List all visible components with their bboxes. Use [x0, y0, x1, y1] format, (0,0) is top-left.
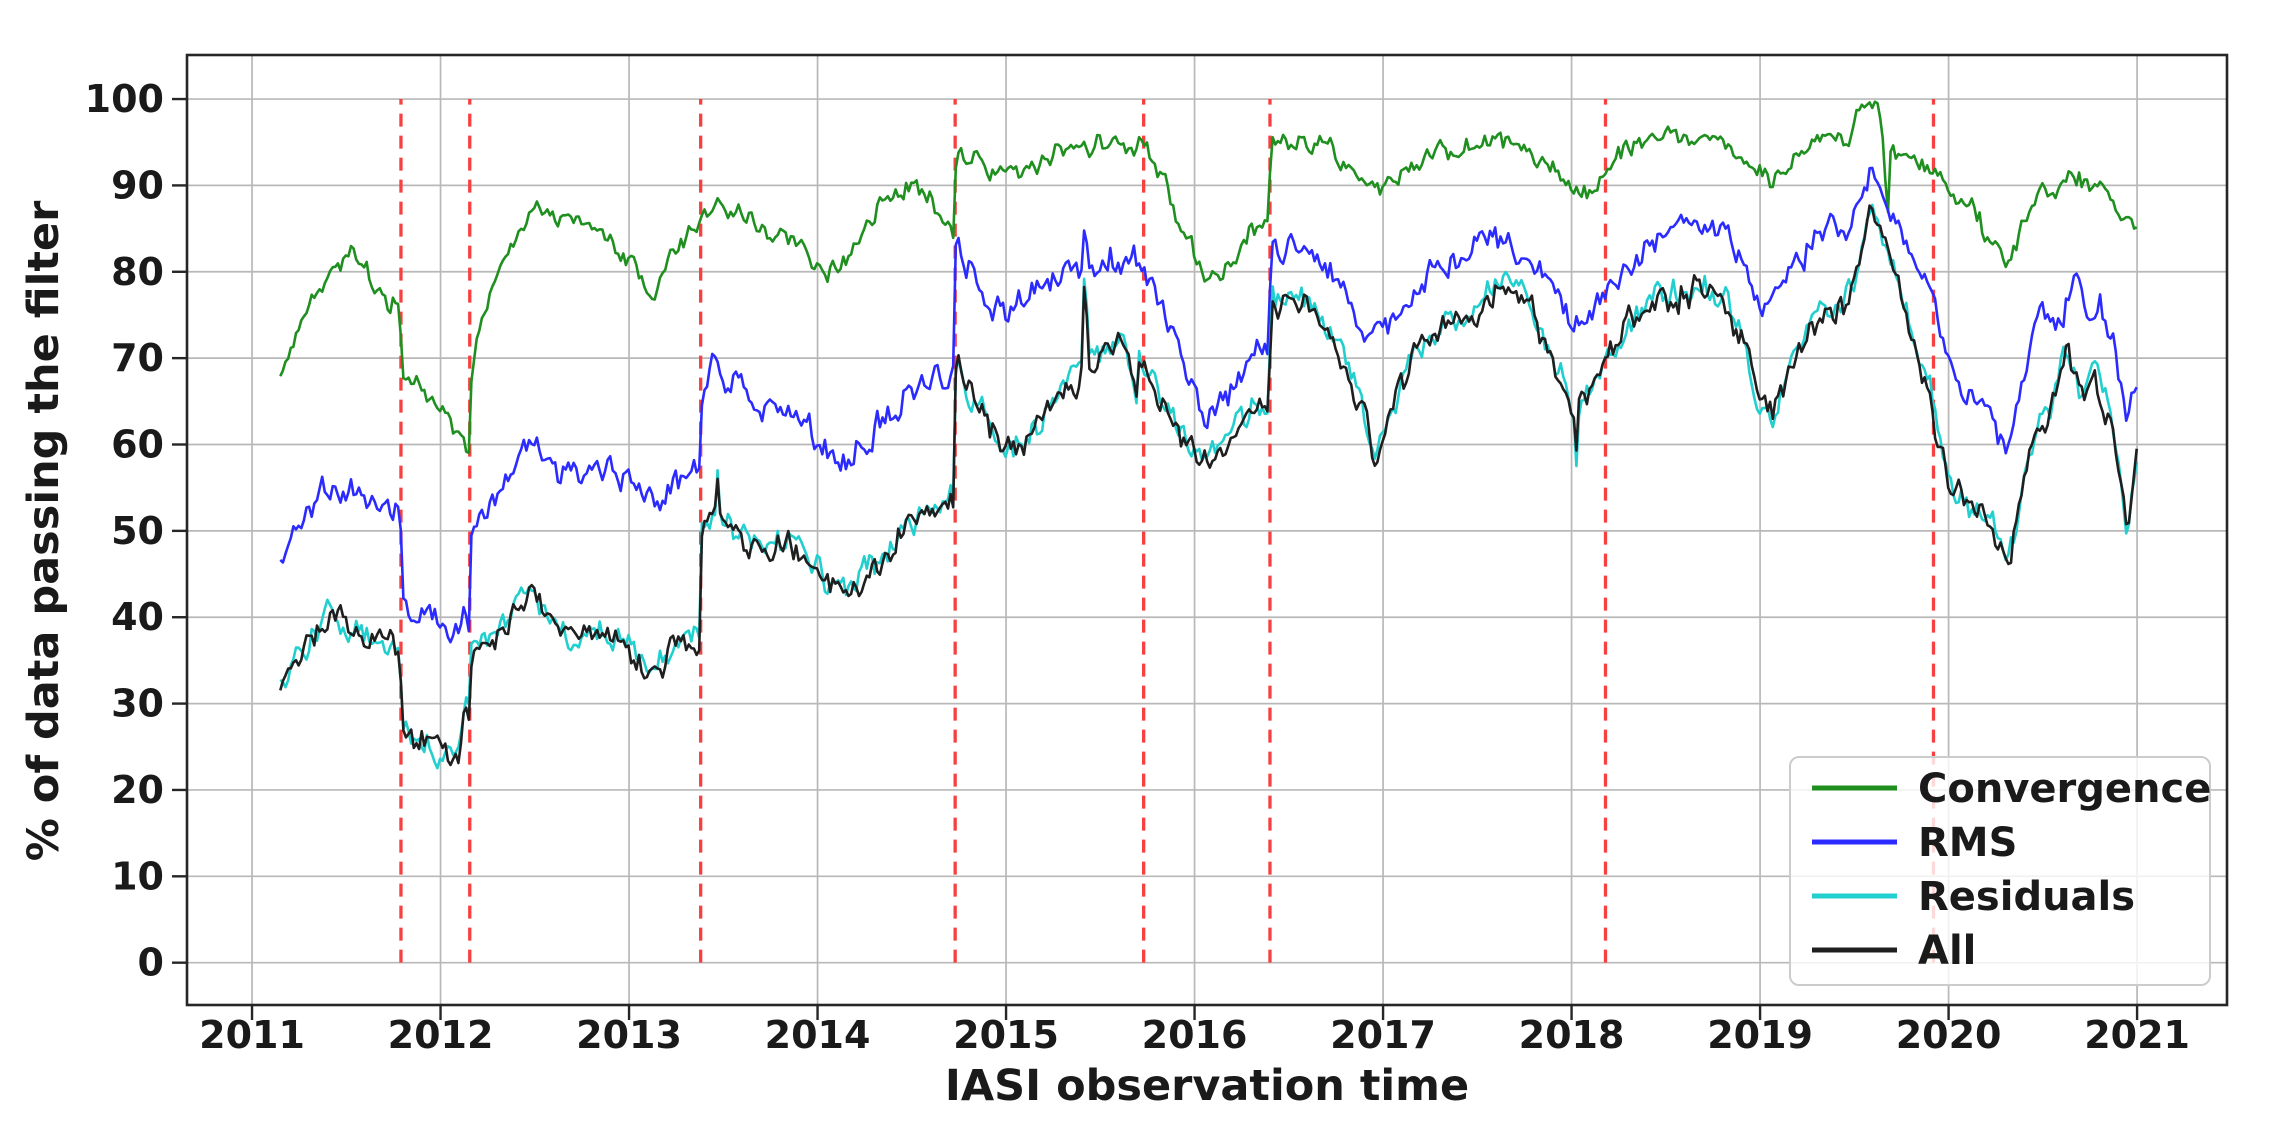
series-line-rms	[279, 166, 2138, 644]
x-axis-title: IASI observation time	[945, 1061, 1469, 1111]
axis-ticks	[172, 97, 2139, 1020]
x-tick-label: 2021	[2084, 1013, 2190, 1057]
x-tick-label: 2020	[1896, 1013, 2002, 1057]
series-line-convergence	[279, 100, 2138, 455]
y-tick-label: 10	[111, 854, 164, 898]
y-tick-labels: 0 10 20 30 40 50 60 70 80 90 100	[85, 77, 164, 985]
x-tick-label: 2018	[1519, 1013, 1625, 1057]
y-tick-label: 40	[111, 595, 164, 639]
y-tick-label: 80	[111, 250, 164, 294]
x-tick-label: 2015	[953, 1013, 1059, 1057]
x-tick-label: 2012	[388, 1013, 494, 1057]
series-line-residuals	[279, 203, 2138, 770]
y-tick-label: 60	[111, 423, 164, 467]
x-tick-label: 2016	[1142, 1013, 1248, 1057]
legend-label: Residuals	[1918, 874, 2135, 920]
series-line-all	[279, 204, 2138, 767]
y-tick-label: 90	[111, 163, 164, 207]
y-tick-label: 100	[85, 77, 164, 121]
series-lines	[279, 100, 2138, 770]
x-tick-labels: 2011 2012 2013 2014 2015 2016 2017 2018 2019 2020…	[199, 1013, 2190, 1057]
x-tick-label: 2017	[1330, 1013, 1436, 1057]
y-tick-label: 30	[111, 682, 164, 726]
legend-label: RMS	[1918, 820, 2017, 866]
x-tick-label: 2014	[765, 1013, 871, 1057]
y-tick-label: 20	[111, 768, 164, 812]
y-axis-title: % of data passing the filter	[19, 200, 69, 861]
legend-label: Convergence	[1918, 766, 2211, 812]
x-tick-label: 2011	[199, 1013, 305, 1057]
y-tick-label: 70	[111, 336, 164, 380]
y-tick-label: 50	[111, 509, 164, 553]
x-tick-label: 2013	[576, 1013, 682, 1057]
y-tick-label: 0	[138, 941, 164, 985]
legend-box	[1789, 756, 2211, 986]
x-tick-label: 2019	[1707, 1013, 1813, 1057]
legend: Convergence RMS Residuals All	[1789, 756, 2211, 986]
legend-label: All	[1918, 928, 1976, 974]
